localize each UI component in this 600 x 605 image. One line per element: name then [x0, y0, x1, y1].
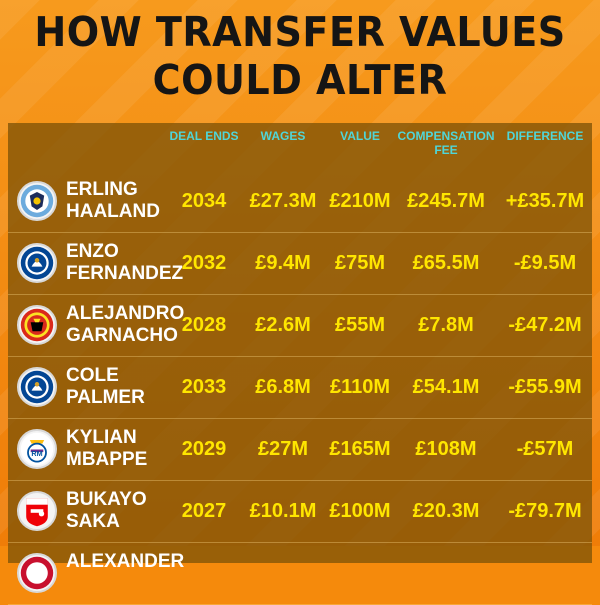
real-madrid-crest-icon: RM [17, 429, 57, 469]
table-row: RM KYLIAN MBAPPE 2029 £27M £165M £108M -… [8, 419, 592, 481]
row-divider [8, 418, 592, 419]
chelsea-crest-icon [17, 243, 57, 283]
wages-cell: £27M [257, 438, 309, 460]
table-row: ALEXANDER [8, 543, 592, 605]
player-first-name: ENZO [66, 241, 119, 262]
header-compensation-fee: COMPENSATION FEE [394, 129, 498, 157]
row-divider [8, 542, 592, 543]
liverpool-crest-icon [17, 553, 57, 593]
table-row: ERLING HAALAND 2034 £27.3M £210M £245.7M… [8, 171, 592, 233]
header-compensation-line-2: FEE [434, 143, 458, 157]
table-row: BUKAYO SAKA 2027 £10.1M £100M £20.3M -£7… [8, 481, 592, 543]
deal-ends-cell: 2028 [181, 314, 227, 336]
player-first-name: KYLIAN [66, 427, 137, 448]
arsenal-crest-icon [17, 491, 57, 531]
header-compensation-line-1: COMPENSATION [397, 129, 495, 143]
compensation-cell: £65.5M [412, 252, 480, 274]
page-title: HOW TRANSFER VALUES COULD ALTER [21, 8, 579, 104]
player-name: KYLIAN MBAPPE [66, 427, 147, 471]
table-header: DEAL ENDS WAGES VALUE COMPENSATION FEE D… [8, 123, 592, 167]
wages-cell: £6.8M [255, 376, 311, 398]
difference-cell: -£79.7M [508, 500, 582, 522]
header-difference: DIFFERENCE [506, 129, 584, 143]
player-last-name: SAKA [66, 511, 120, 532]
wages-cell: £2.6M [255, 314, 311, 336]
difference-cell: -£55.9M [508, 376, 582, 398]
player-last-name: HAALAND [66, 201, 160, 222]
player-last-name: MBAPPE [66, 449, 148, 470]
difference-cell: -£9.5M [513, 252, 577, 274]
title-line-1: HOW TRANSFER VALUES [34, 8, 566, 56]
deal-ends-cell: 2029 [181, 438, 227, 460]
header-value: VALUE [340, 129, 380, 143]
value-cell: £165M [329, 438, 391, 460]
player-name: COLE PALMER [66, 365, 145, 409]
difference-cell: -£47.2M [508, 314, 582, 336]
player-name: ALEJANDRO GARNACHO [66, 303, 184, 347]
player-name: ERLING HAALAND [66, 179, 160, 223]
table-row: ENZO FERNANDEZ 2032 £9.4M £75M £65.5M -£… [8, 233, 592, 295]
wages-cell: £9.4M [255, 252, 311, 274]
value-cell: £55M [334, 314, 386, 336]
player-first-name: ERLING [66, 179, 138, 200]
player-last-name: GARNACHO [66, 325, 178, 346]
compensation-cell: £245.7M [407, 190, 485, 212]
wages-cell: £10.1M [249, 500, 317, 522]
chelsea-crest-icon [17, 367, 57, 407]
player-first-name: COLE [66, 365, 119, 386]
deal-ends-cell: 2033 [181, 376, 227, 398]
value-cell: £75M [334, 252, 386, 274]
header-wages: WAGES [260, 129, 306, 143]
player-first-name: ALEJANDRO [66, 303, 185, 324]
deal-ends-cell: 2034 [181, 190, 227, 212]
value-cell: £100M [329, 500, 391, 522]
wages-cell: £27.3M [249, 190, 317, 212]
man-united-crest-icon [17, 305, 57, 345]
difference-cell: -£57M [516, 438, 574, 460]
row-divider [8, 480, 592, 481]
compensation-cell: £54.1M [412, 376, 480, 398]
svg-text:RM: RM [31, 449, 42, 458]
row-divider [8, 294, 592, 295]
title-line-2: COULD ALTER [152, 56, 448, 104]
player-name: ENZO FERNANDEZ [66, 241, 183, 285]
player-last-name: FERNANDEZ [66, 263, 184, 284]
player-first-name: ALEXANDER [66, 551, 185, 572]
player-first-name: BUKAYO [66, 489, 147, 510]
row-divider [8, 356, 592, 357]
player-name: ALEXANDER [66, 551, 184, 573]
player-name: BUKAYO SAKA [66, 489, 147, 533]
transfer-table: DEAL ENDS WAGES VALUE COMPENSATION FEE D… [8, 123, 592, 605]
compensation-cell: £7.8M [418, 314, 474, 336]
deal-ends-cell: 2032 [181, 252, 227, 274]
header-deal-ends: DEAL ENDS [169, 129, 239, 143]
difference-cell: +£35.7M [505, 190, 585, 212]
deal-ends-cell: 2027 [181, 500, 227, 522]
player-last-name: PALMER [66, 387, 145, 408]
compensation-cell: £20.3M [412, 500, 480, 522]
man-city-crest-icon [17, 181, 57, 221]
row-divider [8, 232, 592, 233]
table-row: COLE PALMER 2033 £6.8M £110M £54.1M -£55… [8, 357, 592, 419]
table-row: ALEJANDRO GARNACHO 2028 £2.6M £55M £7.8M… [8, 295, 592, 357]
compensation-cell: £108M [415, 438, 477, 460]
value-cell: £110M [329, 376, 391, 398]
value-cell: £210M [329, 190, 391, 212]
